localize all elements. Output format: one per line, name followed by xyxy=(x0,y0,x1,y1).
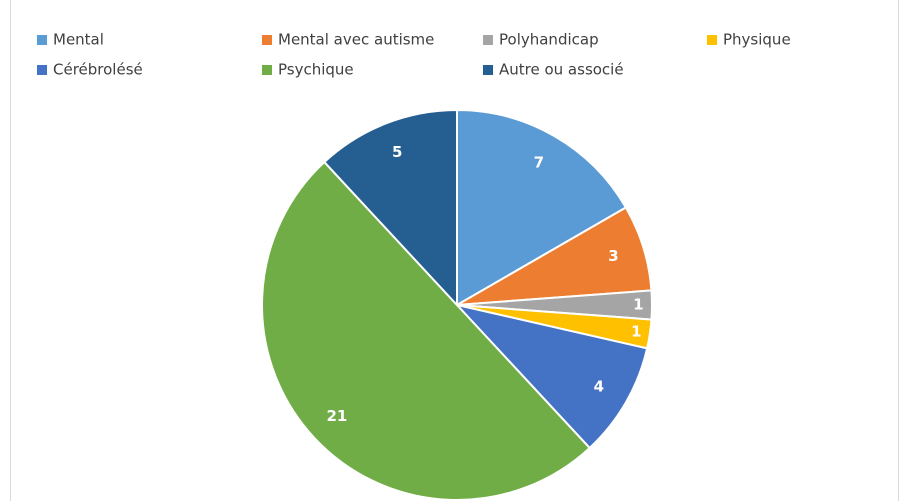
legend-label: Cérébrolésé xyxy=(53,61,143,79)
legend-label: Polyhandicap xyxy=(499,31,599,49)
data-label: 21 xyxy=(326,407,347,425)
legend-label: Mental xyxy=(53,31,104,49)
data-label: 3 xyxy=(608,247,618,265)
legend-swatch xyxy=(37,35,47,45)
legend-swatch xyxy=(262,35,272,45)
pie-slice xyxy=(454,303,649,450)
data-label: 7 xyxy=(534,154,544,172)
data-label: 4 xyxy=(594,377,604,395)
legend-label: Autre ou associé xyxy=(499,61,624,79)
legend-swatch xyxy=(37,65,47,75)
legend-swatch xyxy=(483,35,493,45)
legend-label: Psychique xyxy=(278,61,354,79)
pie-slice xyxy=(322,108,458,308)
legend-swatch xyxy=(262,65,272,75)
legend-swatch xyxy=(483,65,493,75)
data-label: 1 xyxy=(631,323,641,341)
pie-slice xyxy=(456,108,628,307)
legend-swatch xyxy=(707,35,717,45)
pie-slice xyxy=(261,160,592,501)
data-label: 5 xyxy=(392,143,402,161)
legend-label: Mental avec autisme xyxy=(278,31,434,49)
data-label: 1 xyxy=(633,296,643,314)
legend-label: Physique xyxy=(723,31,791,49)
